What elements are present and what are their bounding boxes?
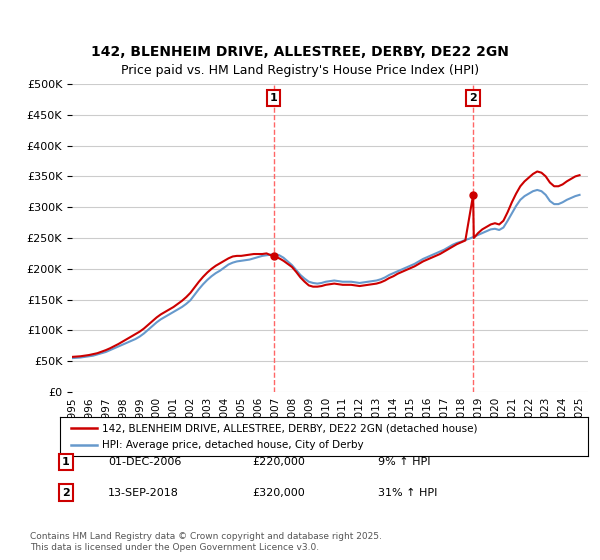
Text: 1: 1 — [270, 93, 278, 103]
Text: 2: 2 — [62, 488, 70, 498]
Text: 142, BLENHEIM DRIVE, ALLESTREE, DERBY, DE22 2GN: 142, BLENHEIM DRIVE, ALLESTREE, DERBY, D… — [91, 45, 509, 59]
Text: 31% ↑ HPI: 31% ↑ HPI — [378, 488, 437, 498]
Text: 1: 1 — [62, 457, 70, 467]
Text: 01-DEC-2006: 01-DEC-2006 — [108, 457, 181, 467]
Text: Contains HM Land Registry data © Crown copyright and database right 2025.
This d: Contains HM Land Registry data © Crown c… — [30, 532, 382, 552]
Text: 142, BLENHEIM DRIVE, ALLESTREE, DERBY, DE22 2GN (detached house): 142, BLENHEIM DRIVE, ALLESTREE, DERBY, D… — [102, 423, 478, 433]
Text: 2: 2 — [469, 93, 477, 103]
Text: HPI: Average price, detached house, City of Derby: HPI: Average price, detached house, City… — [102, 440, 364, 450]
Text: 13-SEP-2018: 13-SEP-2018 — [108, 488, 179, 498]
Text: 9% ↑ HPI: 9% ↑ HPI — [378, 457, 431, 467]
Text: Price paid vs. HM Land Registry's House Price Index (HPI): Price paid vs. HM Land Registry's House … — [121, 64, 479, 77]
Text: £320,000: £320,000 — [252, 488, 305, 498]
Text: £220,000: £220,000 — [252, 457, 305, 467]
